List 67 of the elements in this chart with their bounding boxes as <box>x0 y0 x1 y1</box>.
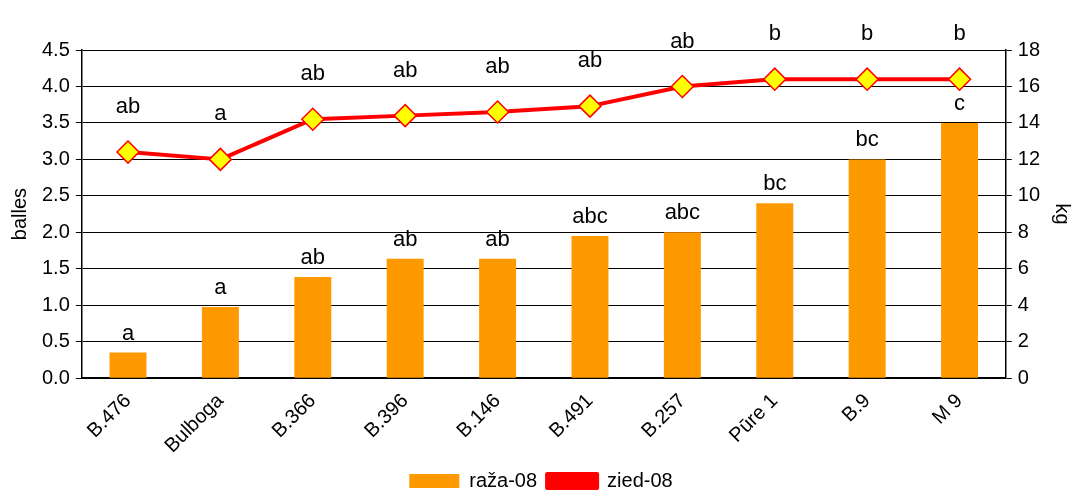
data-label: ab <box>300 60 326 86</box>
x-tick-label: M 9 <box>927 388 967 428</box>
legend-label: zied-08 <box>607 468 673 491</box>
y2-tick-label: 10 <box>1017 183 1040 206</box>
y2-tick-label: 4 <box>1017 292 1029 315</box>
y-tick-label: 0.5 <box>41 329 70 352</box>
data-label: a <box>214 100 228 126</box>
y2-tick-label: 8 <box>1017 219 1029 242</box>
data-label: ab <box>670 27 695 53</box>
data-label: abc <box>664 199 701 225</box>
y2-tick-label: 0 <box>1017 365 1029 388</box>
y2-tick-label: 12 <box>1017 146 1040 169</box>
y-tick-label: 2.5 <box>41 183 70 206</box>
bar <box>571 235 609 378</box>
point <box>670 74 695 99</box>
bar <box>941 122 979 378</box>
y2-tick-label: 14 <box>1017 110 1040 133</box>
y-tick-label: 1.0 <box>41 292 70 315</box>
y2-tick-label: 6 <box>1017 256 1029 279</box>
data-label: bc <box>855 126 879 152</box>
data-label: b <box>768 20 781 46</box>
y2-axis-title: kg <box>1052 203 1075 225</box>
point <box>947 67 972 91</box>
data-label: ab <box>300 244 326 270</box>
bar <box>201 307 239 378</box>
data-label: b <box>861 20 874 46</box>
data-label: abc <box>572 203 608 228</box>
data-label: ab <box>485 53 510 79</box>
point <box>393 103 417 128</box>
bar <box>756 203 794 378</box>
y-axis-title: balles <box>7 187 30 241</box>
data-label: a <box>214 274 228 300</box>
y2-tick-label: 16 <box>1017 73 1040 96</box>
y-tick-label: 4.0 <box>41 73 70 96</box>
y2-tick-label: 2 <box>1017 329 1029 352</box>
y-tick-label: 0.0 <box>41 365 70 388</box>
data-label: bc <box>763 170 787 196</box>
bar <box>479 258 517 378</box>
data-label: ab <box>577 47 603 73</box>
point <box>485 100 510 124</box>
point <box>763 67 787 91</box>
legend-label: raža-08 <box>469 468 538 491</box>
bar <box>386 258 424 378</box>
data-label: ab <box>115 93 141 119</box>
data-label: a <box>121 319 135 345</box>
y-tick-label: 3.0 <box>41 146 70 169</box>
y-tick-label: 3.5 <box>41 110 70 133</box>
point <box>116 140 140 164</box>
point <box>578 94 602 118</box>
y-tick-label: 2.0 <box>41 219 70 242</box>
point <box>855 67 879 91</box>
data-label: ab <box>485 225 510 251</box>
bar <box>848 159 886 378</box>
data-label: ab <box>392 225 418 251</box>
point <box>208 147 233 172</box>
x-tick-label: B.9 <box>837 388 874 426</box>
y2-tick-label: 18 <box>1017 37 1040 60</box>
bar <box>294 276 332 378</box>
data-label: b <box>953 20 966 46</box>
y-tick-label: 1.5 <box>41 256 70 279</box>
y-tick-label: 4.5 <box>41 37 70 60</box>
point <box>301 107 325 132</box>
data-label: c <box>954 89 966 115</box>
data-label: ab <box>392 56 418 82</box>
bar <box>663 232 701 378</box>
bar <box>109 352 147 378</box>
x-tick-label: Pūre 1 <box>724 388 782 447</box>
